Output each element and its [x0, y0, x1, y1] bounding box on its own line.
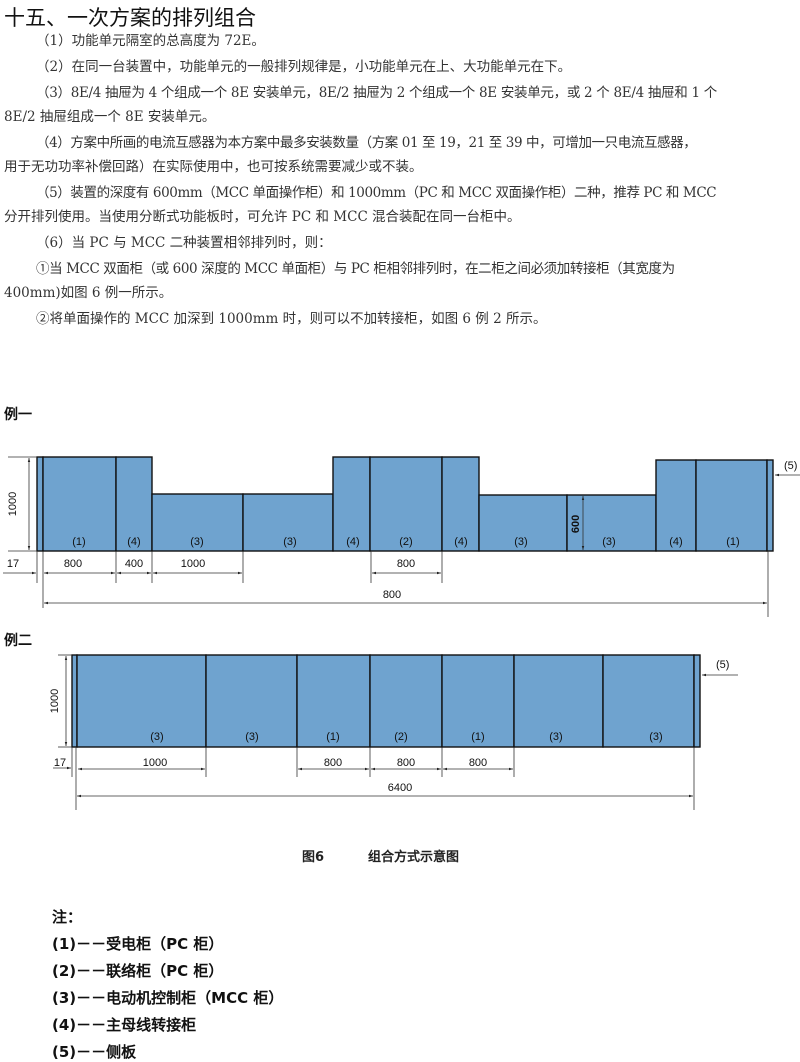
- cabinet-label: (3): [514, 536, 527, 548]
- cabinet-label: (4): [127, 536, 140, 548]
- cabinet-label: (1): [72, 536, 85, 548]
- height-label: 1000: [49, 689, 61, 713]
- note-item: (1)－－受电柜（PC 柜）: [52, 935, 224, 953]
- cabinet-label: (3): [150, 731, 163, 743]
- paragraph-6b: ②将单面操作的 MCC 加深到 1000mm 时，则可以不加转接柜，如图 6 例…: [36, 311, 547, 327]
- cabinet: [602, 654, 695, 748]
- note-item: (4)－－主母线转接柜: [52, 1016, 197, 1034]
- figure-caption: 组合方式示意图: [368, 850, 460, 865]
- cabinet: [332, 456, 371, 552]
- height-label: 1000: [7, 492, 19, 516]
- cabinet-label: (2): [399, 536, 412, 548]
- cabinet: [205, 654, 298, 748]
- side-panel: [693, 654, 701, 748]
- example1-label: 例一: [4, 407, 32, 423]
- paragraph-5: （5）装置的深度有 600mm（MCC 单面操作柜）和 1000mm（PC 和 …: [36, 185, 717, 201]
- cabinet-label: (1): [726, 536, 739, 548]
- paragraph-3: （3）8E/4 抽屉为 4 个组成一个 8E 安装单元，8E/2 抽屉为 2 个…: [36, 85, 717, 101]
- cabinet: [76, 654, 207, 748]
- dimension-label: 400: [125, 558, 143, 570]
- side-panel-label: (5): [716, 659, 729, 671]
- dimension-label: 800: [469, 757, 487, 769]
- section-title: 十五、一次方案的排列组合: [4, 6, 256, 30]
- side-offset-label: 17: [54, 757, 66, 769]
- paragraph-6a-cont: 400mm)如图 6 例一所示。: [4, 285, 173, 301]
- paragraph-4: （4）方案中所画的电流互感器为本方案中最多安装数量（方案 01 至 19，21 …: [36, 135, 697, 151]
- cabinet-label: (4): [346, 536, 359, 548]
- dimension-label: 800: [64, 558, 82, 570]
- dimension-label: 800: [397, 757, 415, 769]
- note-item: (3)－－电动机控制柜（MCC 柜）: [52, 989, 284, 1007]
- cabinet-label: (3): [602, 536, 615, 548]
- cabinet: [369, 456, 443, 552]
- cabinet: [695, 459, 768, 552]
- dimension-label: 800: [397, 558, 415, 570]
- cabinet-label: (4): [454, 536, 467, 548]
- side-panel: [36, 456, 44, 552]
- cabinet: [242, 493, 334, 552]
- example2-diagram: (3) (3) (1) (2) (1) (3) (3) 1000 17 1000…: [49, 654, 738, 810]
- cabinet-label: (3): [190, 536, 203, 548]
- side-panel-label: (5): [784, 460, 797, 472]
- cabinet: [369, 654, 443, 748]
- paragraph-6a: ①当 MCC 双面柜（或 600 深度的 MCC 单面柜）与 PC 柜相邻排列时…: [36, 261, 675, 277]
- paragraph-1: （1）功能单元隔室的总高度为 72E。: [36, 33, 265, 49]
- cabinet-label: (3): [245, 731, 258, 743]
- total-width-label: 6400: [388, 782, 412, 794]
- paragraph-3-cont: 8E/2 抽屉组成一个 8E 安装单元。: [4, 109, 216, 125]
- side-offset-label: 17: [7, 558, 19, 570]
- note-item: (5)－－侧板: [52, 1043, 137, 1061]
- figure-number: 图6: [302, 850, 325, 865]
- cabinet: [151, 493, 244, 552]
- note-item: (2)－－联络柜（PC 柜）: [52, 962, 224, 980]
- total-width-label: 800: [383, 589, 401, 601]
- dimension-label: 800: [324, 757, 342, 769]
- cabinet: [296, 654, 371, 748]
- cabinet: [441, 456, 480, 552]
- paragraph-2: （2）在同一台装置中，功能单元的一般排列规律是，小功能单元在上、大功能单元在下。: [36, 59, 572, 75]
- inner-height-label: 600: [570, 515, 582, 533]
- cabinet-label: (3): [283, 536, 296, 548]
- side-panel: [766, 459, 774, 552]
- cabinet-label: (3): [649, 731, 662, 743]
- paragraph-4-cont: 用于无功功率补偿回路）在实际使用中，也可按系统需要减少或不装。: [4, 159, 423, 175]
- cabinet-label: (4): [669, 536, 682, 548]
- cabinet-label: (2): [394, 731, 407, 743]
- cabinet: [513, 654, 604, 748]
- cabinet: [42, 456, 117, 552]
- cabinet-label: (1): [471, 731, 484, 743]
- notes-heading: 注：: [52, 908, 83, 926]
- paragraph-6: （6）当 PC 与 MCC 二种装置相邻排列时，则：: [36, 235, 332, 251]
- dimension-label: 1000: [143, 757, 167, 769]
- example1-diagram: (1) (4) (3) (3) (4) (2) (4) (3) (3) (4) …: [3, 456, 800, 617]
- cabinet: [115, 456, 153, 552]
- paragraph-5-cont: 分开排列使用。当使用分断式功能板时，可允许 PC 和 MCC 混合装配在同一台柜…: [4, 209, 521, 225]
- dimension-label: 1000: [181, 558, 205, 570]
- cabinet-label: (1): [326, 731, 339, 743]
- side-panel: [71, 654, 78, 748]
- example2-label: 例二: [4, 633, 32, 649]
- cabinet-label: (3): [549, 731, 562, 743]
